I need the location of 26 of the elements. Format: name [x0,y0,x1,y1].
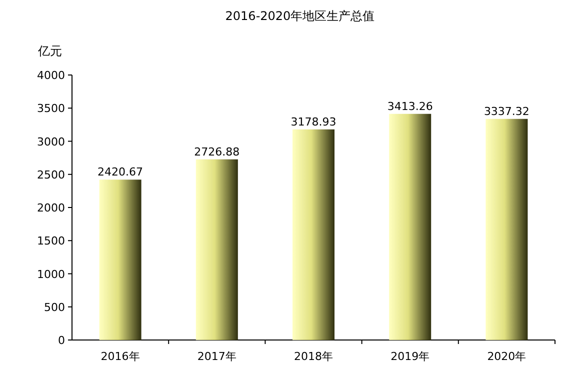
data-label: 3337.32 [484,104,530,118]
y-tick-label: 0 [58,334,65,347]
y-tick-label: 1500 [37,234,65,248]
x-tick-label: 2020年 [487,350,526,363]
data-label: 3413.26 [387,100,433,113]
x-tick-label: 2017年 [197,350,236,363]
y-tick-label: 3000 [37,135,65,148]
y-tick-label: 1000 [37,268,65,281]
y-axis-title: 亿元 [37,44,62,58]
data-label: 2726.88 [194,145,240,158]
x-tick-label: 2019年 [390,350,430,363]
bar [389,114,432,340]
y-tick-label: 4000 [37,69,65,82]
y-tick-label: 2000 [37,202,65,214]
bar [292,129,334,340]
bar [196,159,238,340]
y-tick-label: 500 [44,300,65,314]
bar [486,118,528,340]
x-tick-label: 2016年 [100,350,140,363]
bar [99,180,142,340]
chart-title: 2016-2020年地区生产总值 [225,9,375,23]
y-tick-label: 2500 [37,168,65,182]
data-label: 3178.93 [290,115,336,128]
x-tick-label: 2018年 [294,350,333,363]
data-label: 2420.67 [98,166,144,179]
y-tick-label: 3500 [37,102,65,116]
